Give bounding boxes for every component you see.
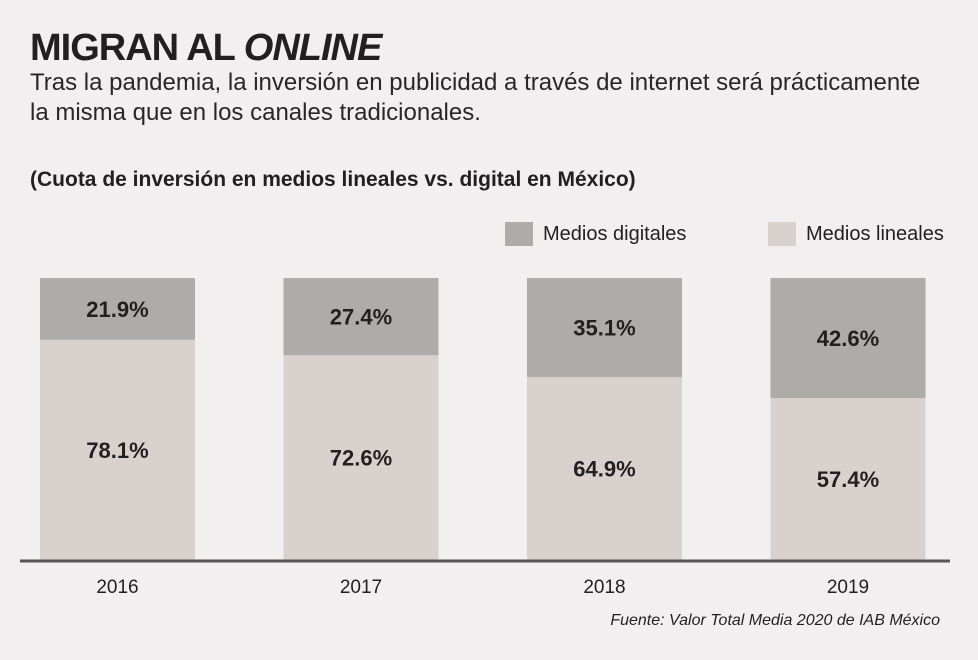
bar-lineales-2017 <box>283 355 439 560</box>
legend-label-linear: Medios lineales <box>806 222 944 245</box>
data-label-digitales-2018: 35.1% <box>573 315 635 340</box>
data-label-lineales-2019: 57.4% <box>817 467 879 492</box>
chart-subtitle: Tras la pandemia, la inversión en public… <box>30 69 921 126</box>
data-label-digitales-2019: 42.6% <box>817 326 879 351</box>
bar-digitales-2017 <box>283 278 439 356</box>
data-label-digitales-2017: 27.4% <box>330 305 392 330</box>
data-label-lineales-2017: 72.6% <box>330 446 392 471</box>
legend-item-linear: Medios lineales <box>768 222 944 246</box>
x-tick-label-2019: 2019 <box>827 577 869 598</box>
legend-swatch-digital <box>505 222 533 246</box>
data-label-digitales-2016: 21.9% <box>86 297 148 322</box>
chart-caption: (Cuota de inversión en medios lineales v… <box>30 168 636 191</box>
source-note: Fuente: Valor Total Media 2020 de IAB Mé… <box>610 612 940 629</box>
bar-digitales-2016 <box>40 278 195 340</box>
title-main: MIGRAN AL <box>30 27 244 69</box>
x-tick-label-2018: 2018 <box>583 577 625 598</box>
chart-title: MIGRAN AL ONLINE <box>30 27 383 69</box>
legend-item-digital: Medios digitales <box>505 222 686 246</box>
data-label-lineales-2018: 64.9% <box>573 456 635 481</box>
bar-digitales-2018 <box>527 278 682 377</box>
bar-lineales-2018 <box>527 376 682 560</box>
bar-lineales-2016 <box>40 339 195 560</box>
data-label-lineales-2016: 78.1% <box>86 438 148 463</box>
bar-lineales-2019 <box>770 398 926 560</box>
x-tick-label-2016: 2016 <box>96 577 138 598</box>
bar-digitales-2019 <box>770 278 926 399</box>
x-tick-label-2017: 2017 <box>340 577 382 598</box>
title-emphasis: ONLINE <box>243 27 383 69</box>
legend-swatch-linear <box>768 222 796 246</box>
legend-label-digital: Medios digitales <box>543 222 687 245</box>
